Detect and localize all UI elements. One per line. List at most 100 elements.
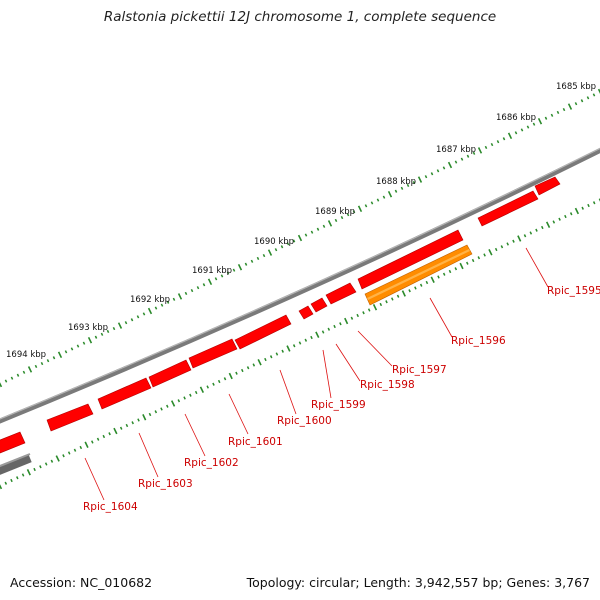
ruler-minor-tick	[4, 481, 8, 485]
ruler-minor-tick	[100, 332, 104, 336]
gene-arrow[interactable]	[0, 431, 26, 455]
ruler-minor-tick	[214, 277, 218, 281]
kbp-label: 1688 kbp	[376, 177, 416, 187]
ruler-minor-tick	[274, 248, 278, 252]
gene-arrow[interactable]	[534, 176, 561, 196]
gene-label[interactable]: Rpic_1595	[547, 285, 600, 297]
ruler-minor-tick	[379, 302, 383, 307]
ruler-minor-tick	[574, 102, 578, 106]
leader-line	[84, 457, 105, 501]
gene-arrow[interactable]	[310, 297, 328, 313]
gene-label[interactable]: Rpic_1601	[228, 436, 283, 448]
ruler-minor-tick	[226, 271, 230, 275]
ruler-minor-tick	[217, 379, 221, 384]
ruler-major-tick	[207, 278, 213, 286]
ruler-major-tick	[142, 414, 147, 421]
ruler-minor-tick	[442, 166, 446, 170]
gene-label[interactable]: Rpic_1598	[360, 379, 415, 391]
ruler-minor-tick	[119, 426, 123, 430]
ruler-minor-tick	[586, 96, 590, 100]
ruler-minor-tick	[212, 382, 215, 386]
gene-label[interactable]: Rpic_1597	[392, 364, 447, 376]
ruler-minor-tick	[235, 371, 238, 375]
ruler-major-tick	[57, 351, 63, 359]
ruler-minor-tick	[364, 204, 368, 208]
kbp-label: 1689 kbp	[315, 207, 355, 217]
ruler-minor-tick	[206, 385, 209, 389]
ruler-minor-tick	[556, 110, 560, 115]
ruler-minor-tick	[382, 195, 386, 199]
gene-label[interactable]: Rpic_1599	[311, 399, 366, 411]
sequence-info-text: Topology: circular; Length: 3,942,557 bp…	[246, 575, 590, 590]
gene-label[interactable]: Rpic_1600	[277, 415, 332, 427]
ruler-minor-tick	[500, 245, 504, 249]
ruler-minor-tick	[396, 294, 400, 298]
ruler-major-tick	[26, 469, 31, 476]
ruler-minor-tick	[558, 217, 561, 221]
ruler-minor-tick	[442, 272, 446, 276]
ruler-minor-tick	[496, 140, 500, 144]
gene-arrow[interactable]	[477, 190, 539, 227]
ruler-minor-tick	[154, 410, 158, 414]
ruler-minor-tick	[466, 261, 469, 265]
ruler-minor-tick	[490, 142, 494, 147]
kbp-label: 1694 kbp	[6, 350, 46, 360]
ruler-minor-tick	[362, 311, 365, 315]
ruler-minor-tick	[4, 379, 8, 383]
ruler-major-tick	[430, 276, 435, 283]
gene-arrow[interactable]	[325, 282, 357, 305]
gene-arrow[interactable]	[357, 229, 464, 290]
gene-label[interactable]: Rpic_1603	[138, 478, 193, 490]
ruler-minor-tick	[321, 330, 325, 334]
sequence-backbone-highlight	[0, 147, 600, 420]
ruler-minor-tick	[82, 341, 86, 345]
gene-label[interactable]: Rpic_1604	[83, 501, 138, 513]
ruler-minor-tick	[76, 344, 80, 348]
ruler-minor-tick	[448, 269, 452, 274]
kbp-label: 1693 kbp	[68, 323, 108, 333]
ruler-major-tick	[537, 117, 543, 125]
accession-text: Accession: NC_010682	[10, 575, 153, 590]
gene-label[interactable]: Rpic_1602	[184, 457, 239, 469]
ruler-minor-tick	[108, 432, 111, 436]
ruler-minor-tick	[190, 288, 194, 293]
ruler-minor-tick	[52, 356, 56, 360]
gene-arrow[interactable]	[298, 305, 314, 320]
gene-arrow[interactable]	[188, 338, 238, 369]
gene-features	[0, 176, 561, 455]
ruler-major-tick	[357, 205, 363, 213]
ruler-minor-tick	[64, 350, 68, 354]
ruler-major-tick	[387, 190, 393, 198]
ruler-minor-tick	[529, 231, 533, 235]
backbone-segment	[0, 453, 32, 475]
ruler-minor-tick	[394, 189, 398, 193]
ruler-minor-tick	[483, 253, 486, 257]
ruler-minor-tick	[424, 175, 428, 179]
ruler-minor-tick	[160, 303, 164, 307]
ruler-minor-tick	[346, 213, 350, 217]
gene-arrow[interactable]	[234, 314, 292, 350]
ruler-minor-tick	[592, 201, 596, 205]
outer-ruler	[0, 88, 600, 388]
ruler-minor-tick	[148, 412, 152, 417]
ruler-minor-tick	[106, 329, 110, 334]
ruler-minor-tick	[252, 363, 256, 367]
ruler-minor-tick	[304, 338, 308, 342]
ruler-minor-tick	[520, 128, 524, 132]
gene-label[interactable]: Rpic_1596	[451, 335, 506, 347]
ruler-minor-tick	[16, 476, 19, 480]
ruler-major-tick	[401, 290, 406, 297]
ruler-minor-tick	[472, 151, 476, 155]
ruler-minor-tick	[142, 312, 146, 316]
ruler-minor-tick	[39, 465, 42, 469]
ruler-minor-tick	[112, 326, 116, 331]
gene-arrow[interactable]	[148, 359, 192, 388]
ruler-minor-tick	[73, 448, 77, 452]
gene-arrow[interactable]	[46, 403, 94, 432]
ruler-major-tick	[488, 249, 493, 256]
ruler-minor-tick	[189, 393, 192, 397]
gene-arrow[interactable]	[97, 377, 152, 410]
ruler-minor-tick	[466, 154, 470, 158]
ruler-major-tick	[147, 307, 153, 315]
